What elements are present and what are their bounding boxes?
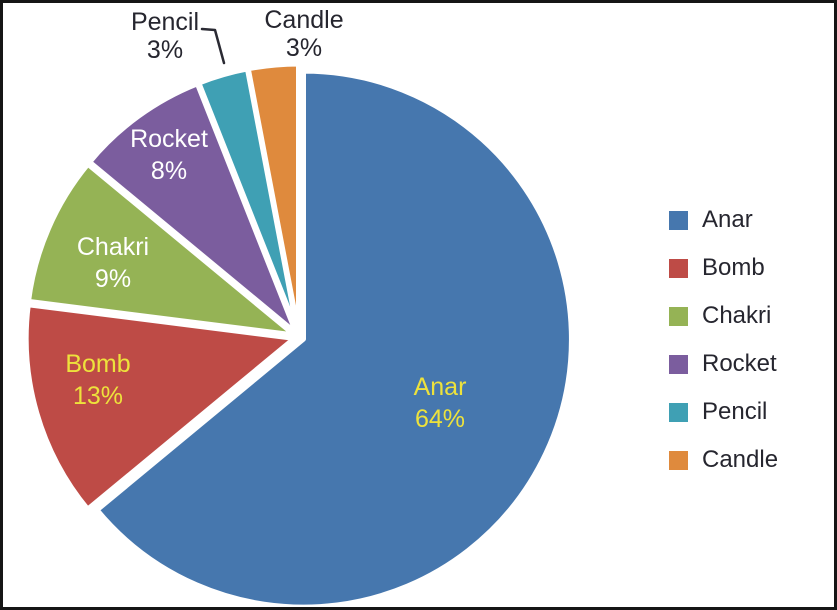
legend-item-chakri: Chakri	[669, 302, 778, 329]
legend-label-anar: Anar	[702, 206, 753, 233]
legend-swatch-rocket	[669, 354, 688, 374]
legend-item-candle: Candle	[669, 446, 779, 473]
legend-label-rocket: Rocket	[702, 350, 777, 377]
legend-swatch-pencil	[669, 402, 688, 422]
pie-slice-rocket	[87, 81, 299, 336]
legend-label-pencil: Pencil	[702, 398, 768, 425]
legend-label-candle: Candle	[702, 446, 779, 473]
legend-swatch-candle	[669, 450, 688, 470]
legend-swatch-chakri	[669, 306, 688, 326]
legend-swatch-anar	[669, 210, 688, 230]
legend-item-anar: Anar	[669, 206, 778, 233]
pie-slice-candle	[245, 61, 301, 335]
legend-item-pencil: Pencil	[669, 398, 778, 425]
legend-swatch-bomb	[669, 258, 688, 278]
pencil-leader-line	[200, 27, 226, 65]
legend-item-bomb: Bomb	[669, 254, 778, 281]
pie-chart	[23, 27, 574, 607]
pie-slice-anar	[94, 68, 574, 607]
chart-legend: Anar Bomb Chakri Rocket Pencil Candle	[669, 206, 779, 473]
legend-label-chakri: Chakri	[702, 302, 772, 329]
legend-item-rocket: Rocket	[669, 350, 778, 377]
pie-slice-bomb	[23, 302, 297, 512]
legend-label-bomb: Bomb	[702, 254, 765, 281]
pie-slice-chakri	[26, 161, 297, 338]
